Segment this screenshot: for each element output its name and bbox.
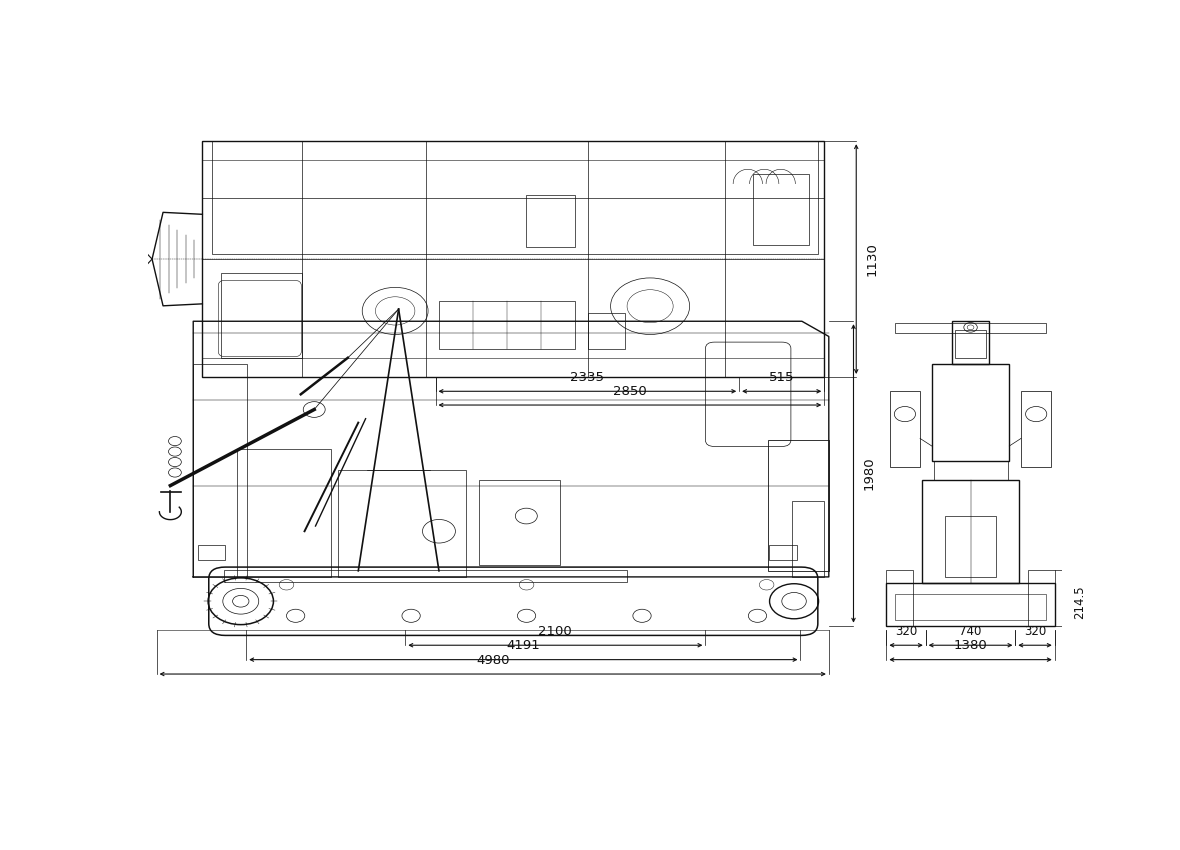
Bar: [792, 501, 824, 577]
Bar: [203, 141, 824, 160]
Bar: [952, 321, 989, 364]
Bar: [769, 545, 796, 560]
Bar: [890, 391, 920, 468]
Bar: [922, 479, 1020, 583]
Bar: [339, 470, 466, 577]
Text: 320: 320: [1024, 625, 1047, 638]
Bar: [894, 323, 1047, 333]
Bar: [588, 314, 625, 348]
Bar: [198, 545, 225, 560]
Bar: [1021, 391, 1051, 468]
Text: 1130: 1130: [865, 242, 878, 276]
Text: 2335: 2335: [570, 371, 604, 384]
Bar: [194, 364, 247, 577]
Text: 320: 320: [894, 625, 917, 638]
Text: 2100: 2100: [538, 625, 572, 638]
Text: 1980: 1980: [863, 456, 876, 490]
Text: 515: 515: [769, 371, 794, 384]
Bar: [237, 449, 332, 577]
Bar: [932, 364, 1009, 462]
Bar: [224, 570, 627, 582]
Bar: [956, 330, 985, 358]
Bar: [886, 583, 1055, 626]
Bar: [203, 141, 824, 377]
Text: 4980: 4980: [476, 654, 510, 667]
Bar: [894, 594, 1047, 620]
Text: 2850: 2850: [614, 385, 647, 398]
Bar: [211, 141, 818, 254]
Bar: [221, 273, 302, 358]
Bar: [1028, 570, 1055, 626]
Text: 4191: 4191: [506, 639, 540, 653]
Bar: [933, 462, 1008, 479]
Text: 1380: 1380: [953, 639, 988, 653]
Bar: [439, 302, 576, 348]
Bar: [753, 174, 808, 245]
Bar: [526, 196, 576, 247]
Bar: [945, 516, 996, 577]
Text: 740: 740: [959, 625, 982, 638]
Bar: [479, 479, 560, 564]
Bar: [886, 570, 913, 626]
Text: 214.5: 214.5: [1073, 586, 1086, 619]
Bar: [203, 358, 824, 377]
Bar: [768, 440, 828, 571]
